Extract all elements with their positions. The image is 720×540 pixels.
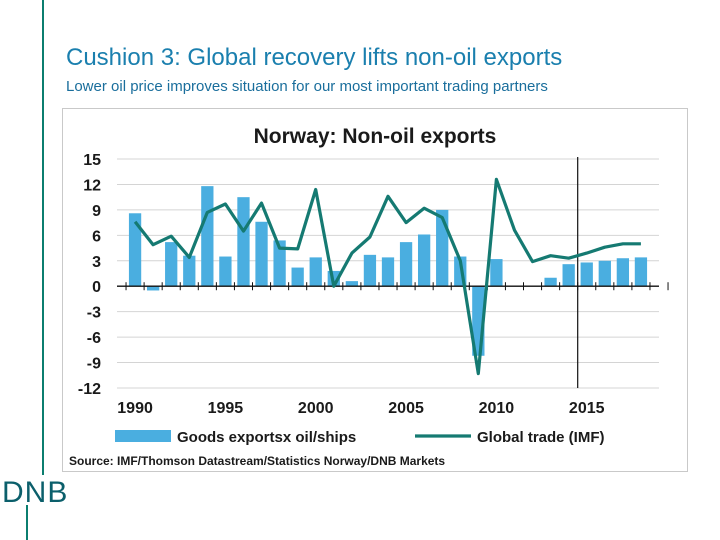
bar-1999 [291, 267, 304, 287]
y-tick-label: -12 [78, 381, 101, 398]
y-tick-label: -9 [87, 356, 101, 373]
x-tick-label: 2005 [388, 400, 424, 417]
chart-frame: Norway: Non-oil exports 15 12 9 6 3 0 -3 -6 -9 -12… [62, 108, 688, 472]
bar-1992 [165, 242, 178, 287]
bar-1996 [237, 197, 250, 287]
bar-2014 [562, 264, 575, 287]
y-tick-label: 12 [83, 177, 101, 194]
x-tick-label: 1990 [117, 400, 153, 417]
chart-title: Norway: Non-oil exports [254, 125, 497, 148]
bar-1995 [219, 256, 232, 287]
x-tick-label: 2015 [569, 400, 605, 417]
bar-2010 [490, 259, 503, 287]
slide-title: Cushion 3: Global recovery lifts non-oil… [66, 44, 563, 71]
bar-2015 [580, 262, 593, 287]
bar-2017 [616, 258, 630, 287]
dnb-logo: DNB [2, 476, 69, 509]
bar-1990 [128, 213, 142, 287]
bar-2004 [381, 257, 395, 287]
bar-2013 [544, 277, 557, 287]
non-oil-exports-chart: Norway: Non-oil exports 15 12 9 6 3 0 -3 -6 -9 -12… [69, 125, 669, 468]
x-tick-label: 1995 [208, 400, 244, 417]
global-trade-line [133, 177, 641, 376]
legend-bar-swatch [115, 430, 171, 442]
legend-bar-label: Goods exportsx oil/ships [177, 429, 356, 446]
bar-2006 [417, 234, 431, 287]
y-tick-label: -3 [87, 305, 101, 322]
y-tick-label: 15 [83, 152, 101, 169]
bar-1998 [273, 240, 286, 287]
bar-1994 [201, 186, 214, 287]
x-tick-label: 2010 [479, 400, 515, 417]
y-tick-label: 9 [92, 203, 101, 220]
legend-line-label: Global trade (IMF) [477, 429, 605, 446]
accent-vertical-line-top [42, 0, 44, 475]
bar-1991 [146, 286, 160, 291]
bar-2002 [345, 281, 359, 287]
bar-1993 [183, 255, 196, 287]
bar-2000 [309, 257, 322, 287]
y-tick-label: 3 [92, 254, 101, 271]
accent-vertical-line-bottom [26, 505, 28, 540]
bar-1997 [255, 221, 268, 287]
y-tick-label: -6 [87, 330, 101, 347]
bar-2005 [399, 242, 413, 287]
chart-source: Source: IMF/Thomson Datastream/Statistic… [69, 454, 445, 468]
slide-subtitle: Lower oil price improves situation for o… [66, 78, 548, 95]
y-tick-label: 6 [92, 228, 101, 245]
x-tick-label: 2000 [298, 400, 334, 417]
y-tick-label: 0 [92, 279, 101, 296]
bar-2018 [634, 257, 648, 287]
bar-2003 [363, 254, 377, 287]
bar-2016 [598, 260, 611, 287]
